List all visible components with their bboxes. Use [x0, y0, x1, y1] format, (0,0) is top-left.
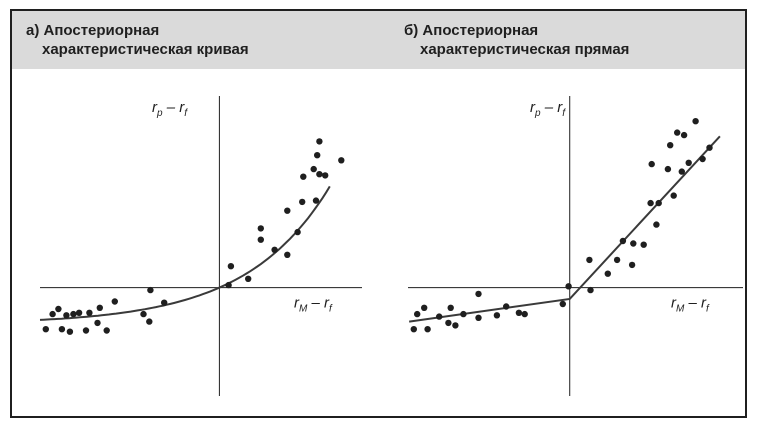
data-point [63, 312, 70, 319]
data-point [604, 270, 611, 277]
data-point [655, 199, 662, 207]
data-point [630, 240, 637, 247]
data-point [111, 298, 119, 305]
panel-b-points [410, 118, 713, 333]
panel-a-fit-curve [39, 185, 331, 321]
data-point [96, 304, 104, 311]
data-point [678, 168, 685, 175]
data-point [565, 283, 572, 290]
data-point [410, 326, 417, 333]
data-point [619, 237, 627, 245]
data-point [86, 309, 93, 316]
data-point [503, 303, 510, 310]
data-point [146, 318, 153, 325]
panel-a-x-label: rM – rf [294, 295, 333, 315]
data-point [55, 305, 62, 313]
data-point [493, 312, 501, 319]
data-point [42, 326, 49, 333]
data-point [70, 310, 77, 318]
data-point [82, 327, 90, 334]
data-point [49, 310, 56, 318]
data-point [338, 157, 345, 164]
panel-b-title: б) Апостериорная характеристическая прям… [404, 21, 629, 59]
panel-a-plot: rp – rf rM – rf [39, 96, 362, 396]
panel-b-title-line1: б) Апостериорная [404, 22, 539, 39]
data-point [699, 155, 706, 163]
data-point [685, 159, 692, 166]
data-point [284, 207, 291, 214]
data-point [257, 236, 264, 243]
panel-b-y-label: rp – rf [530, 99, 566, 119]
panel-a-title: а) Апостериорная характеристическая крив… [26, 21, 249, 59]
data-point [294, 228, 301, 236]
data-point [225, 281, 232, 289]
data-point [692, 118, 699, 125]
data-point [66, 328, 74, 335]
data-point [445, 319, 452, 327]
panel-a-points [42, 138, 345, 335]
data-point [706, 144, 713, 151]
data-point [680, 131, 688, 139]
data-point [161, 299, 168, 306]
data-point [299, 198, 306, 206]
data-point [515, 309, 523, 316]
data-point [587, 286, 594, 294]
panel-b-plot: rp – rf rM – rf [408, 96, 743, 396]
data-point [436, 313, 443, 320]
panel-a-title-line2: характеристическая кривая [42, 41, 249, 58]
data-point [628, 261, 636, 269]
data-point [447, 304, 454, 311]
data-point [316, 138, 323, 145]
data-point [586, 256, 593, 264]
data-point [103, 327, 110, 334]
data-point [653, 221, 660, 228]
data-point [245, 275, 252, 282]
data-point [94, 319, 101, 327]
data-point [140, 310, 147, 318]
data-point [147, 286, 154, 294]
data-point [559, 300, 566, 308]
data-point [674, 129, 681, 136]
data-point [667, 142, 674, 149]
data-point [414, 310, 421, 318]
panel-a-title-line1: а) Апостериорная [26, 22, 160, 39]
data-point [310, 165, 317, 173]
data-point [452, 322, 459, 329]
data-point [314, 152, 321, 159]
data-point [421, 304, 428, 311]
data-point [640, 241, 647, 248]
data-point [460, 310, 467, 318]
plots-canvas: rp – rf rM – rf rp – rf rM – rf [39, 96, 743, 396]
data-point [300, 173, 307, 180]
data-point [664, 165, 672, 173]
panel-b-title-line2: характеристическая прямая [420, 41, 630, 58]
data-point [647, 199, 654, 207]
data-point [521, 310, 528, 318]
data-point [322, 172, 329, 179]
data-point [613, 256, 621, 264]
data-point [475, 314, 482, 321]
data-point [316, 171, 323, 178]
data-point [271, 246, 278, 253]
data-point [227, 263, 235, 270]
data-point [312, 197, 320, 204]
data-point [475, 290, 482, 298]
panel-a-y-label: rp – rf [152, 99, 188, 119]
figure-frame: а) Апостериорная характеристическая крив… [10, 9, 747, 418]
data-point [648, 160, 655, 168]
data-point [670, 192, 677, 199]
data-point [257, 225, 264, 232]
panel-b-x-label: rM – rf [671, 295, 710, 315]
header-band: а) Апостериорная характеристическая крив… [12, 11, 745, 69]
data-point [75, 309, 83, 316]
data-point [58, 326, 66, 333]
data-point [424, 326, 431, 333]
data-point [284, 251, 291, 258]
